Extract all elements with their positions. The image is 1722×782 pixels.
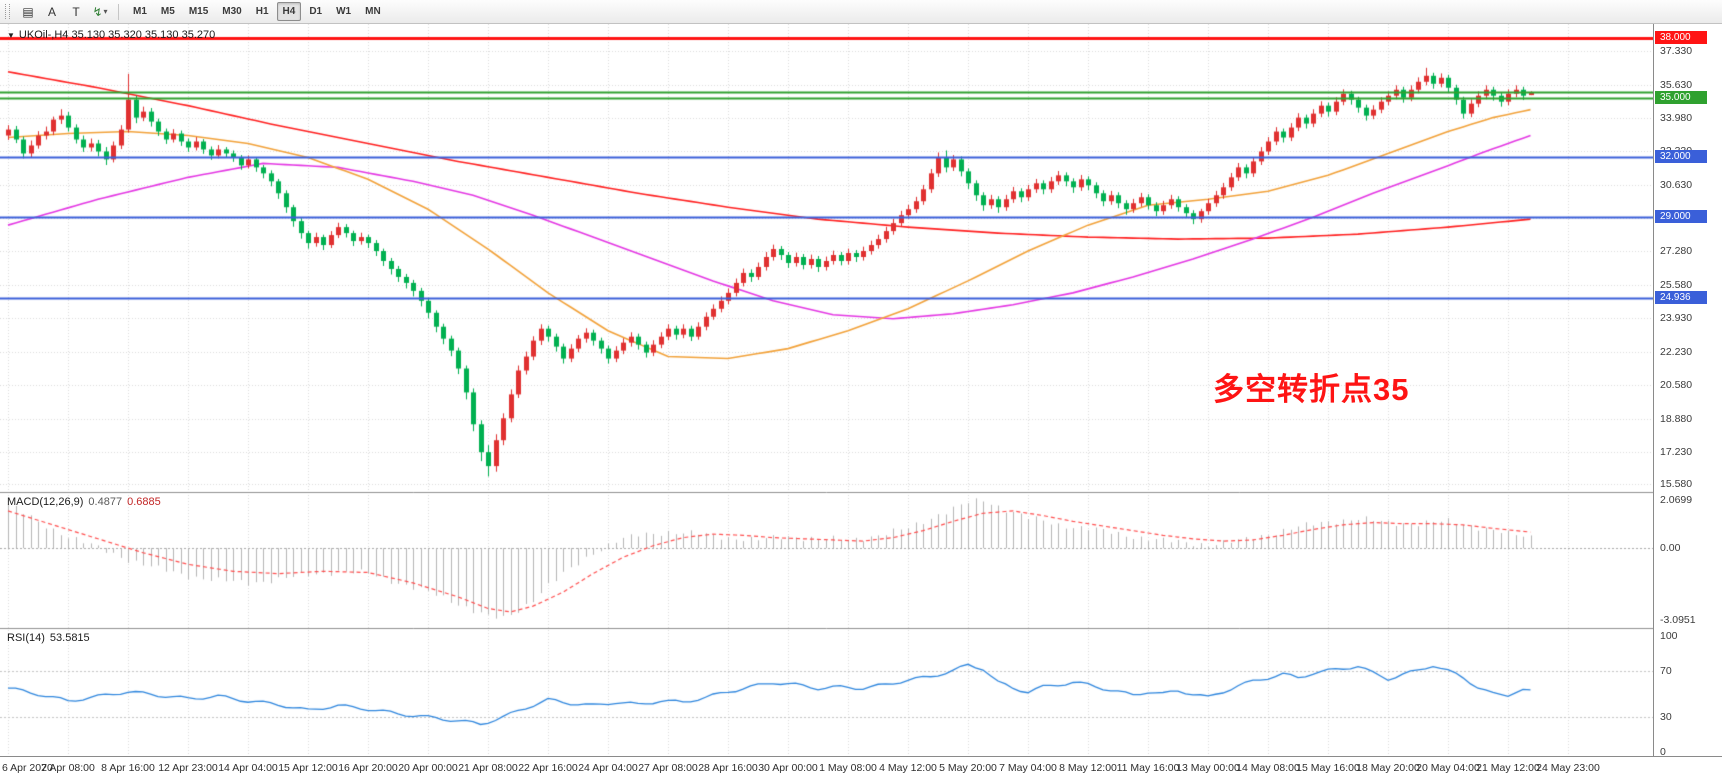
price-axis-label: 23.930 (1660, 312, 1693, 325)
price-axis-label: 15.580 (1660, 478, 1693, 491)
price-axis-label: 30.630 (1660, 178, 1693, 191)
price-axis-label: 33.980 (1660, 112, 1693, 124)
rsi-name: RSI(14) (7, 632, 45, 644)
time-axis-label: 11 May 16:00 (1116, 762, 1180, 774)
timeframe-h1-button[interactable]: H1 (255, 6, 269, 17)
time-axis-label: 5 May 20:00 (939, 762, 997, 774)
time-axis-label: 16 Apr 20:00 (338, 762, 398, 774)
time-axis-label: 7 May 04:00 (999, 762, 1057, 774)
timeframe-d1-button[interactable]: D1 (309, 6, 323, 17)
time-axis-label: 12 Apr 23:00 (158, 762, 218, 774)
macd-indicator-label: MACD(12,26,9) 0.4877 0.6885 (7, 496, 161, 508)
timeframe-w1-button[interactable]: W1 (336, 6, 352, 17)
text-tool-icon: T (72, 4, 80, 19)
time-axis-label: 24 Apr 04:00 (578, 762, 638, 774)
chart-window-button[interactable]: ▤ (17, 1, 39, 22)
chart-menu-arrow-icon[interactable]: ▼ (7, 30, 15, 40)
price-axis-label: 25.580 (1660, 279, 1693, 292)
price-line-badge: 24.936 (1655, 291, 1707, 305)
indicators-button[interactable]: ↯ ▾ (89, 1, 111, 22)
timeframe-m15-button[interactable]: M15 (188, 6, 209, 17)
time-axis[interactable]: 6 Apr 2020 7 Apr 08:00 8 Apr 16:00 12 Apr 2… (0, 756, 1722, 782)
time-axis-label: 4 May 12:00 (879, 762, 937, 774)
timeframe-h4-button[interactable]: H4 (276, 2, 302, 21)
rsi-axis-label: 0 (1660, 746, 1666, 758)
time-axis-label: 21 May 12:00 (1476, 762, 1540, 774)
chart-title-block: ▼ UKOil-,H4 35.130 35.320 35.130 35.270 (7, 29, 215, 41)
price-line-badge: 29.000 (1655, 210, 1707, 224)
time-axis-label: 13 May 00:00 (1176, 762, 1240, 774)
annotation-letter-button[interactable]: A (41, 1, 63, 22)
price-axis-label: 22.230 (1660, 345, 1693, 358)
price-line-badge: 32.000 (1655, 150, 1707, 164)
toolbar-separator (118, 3, 119, 20)
chart-title: UKOil-,H4 35.130 35.320 35.130 35.270 (18, 29, 216, 41)
time-axis-label: 24 May 23:00 (1536, 762, 1600, 774)
macd-axis-label: -3.0951 (1660, 613, 1696, 626)
time-axis-label: 7 Apr 08:00 (41, 762, 95, 774)
price-axis-label: 20.580 (1660, 378, 1693, 391)
macd-signal-value: 0.6885 (127, 496, 161, 508)
text-tool-button[interactable]: T (65, 1, 87, 22)
rsi-axis-label: 100 (1660, 630, 1678, 642)
time-axis-label: 20 Apr 00:00 (398, 762, 458, 774)
toolbar: ▤ A T ↯ ▾ M1 M5 M15 M30 H1 H4 D1 W1 MN (0, 0, 1722, 24)
macd-value: 0.4877 (88, 496, 123, 508)
toolbar-grip[interactable] (5, 4, 10, 19)
time-axis-label: 30 Apr 00:00 (758, 762, 818, 774)
rsi-indicator-label: RSI(14) 53.5815 (7, 632, 90, 644)
time-axis-label: 6 Apr 2020 (2, 762, 53, 774)
annotation-letter-icon: A (47, 4, 56, 19)
time-axis-label: 22 Apr 16:00 (518, 762, 578, 774)
price-axis[interactable]: 37.33035.63033.98032.33030.63028.98027.2… (1653, 24, 1722, 758)
macd-axis-label: 0.00 (1660, 542, 1681, 555)
time-axis-label: 8 May 12:00 (1059, 762, 1117, 774)
price-axis-label: 27.280 (1660, 245, 1693, 258)
time-axis-label: 21 Apr 08:00 (458, 762, 518, 774)
chart-text-annotation: 多空转折点35 (1213, 372, 1410, 407)
indicators-icon: ↯ (92, 4, 103, 19)
price-axis-label: 17.230 (1660, 445, 1693, 458)
rsi-axis-label: 70 (1660, 664, 1672, 677)
time-axis-label: 14 May 08:00 (1236, 762, 1300, 774)
time-axis-label: 8 Apr 16:00 (101, 762, 155, 774)
timeframe-m30-button[interactable]: M30 (222, 6, 242, 17)
macd-axis-label: 2.0699 (1660, 494, 1693, 506)
timeframe-m1-button[interactable]: M1 (133, 6, 147, 17)
timeframe-button-group: M1 M5 M15 M30 H1 H4 D1 W1 MN (126, 2, 388, 21)
price-axis-label: 37.330 (1660, 45, 1693, 58)
time-axis-label: 1 May 08:00 (819, 762, 877, 774)
time-axis-label: 15 May 16:00 (1296, 762, 1360, 774)
time-axis-label: 28 Apr 16:00 (698, 762, 758, 774)
chart-canvas[interactable] (0, 24, 1653, 756)
price-line-badge: 38.000 (1655, 30, 1707, 44)
time-axis-label: 15 Apr 12:00 (278, 762, 338, 774)
timeframe-m5-button[interactable]: M5 (160, 6, 175, 17)
chart-window-icon: ▤ (22, 4, 34, 19)
rsi-axis-label: 30 (1660, 711, 1672, 724)
time-axis-label: 20 May 04:00 (1416, 762, 1480, 774)
price-axis-label: 35.630 (1660, 79, 1693, 92)
timeframe-mn-button[interactable]: MN (365, 6, 381, 17)
price-line-badge: 35.000 (1655, 90, 1707, 104)
time-axis-label: 18 May 20:00 (1356, 762, 1420, 774)
toolbar-icon-group: ▤ A T ↯ ▾ (17, 1, 111, 22)
time-axis-label: 27 Apr 08:00 (638, 762, 698, 774)
dropdown-caret-icon: ▾ (103, 7, 108, 16)
price-axis-label: 18.880 (1660, 412, 1693, 425)
time-axis-label: 14 Apr 04:00 (218, 762, 278, 774)
rsi-value: 53.5815 (49, 632, 90, 644)
macd-name: MACD(12,26,9) (7, 496, 84, 508)
